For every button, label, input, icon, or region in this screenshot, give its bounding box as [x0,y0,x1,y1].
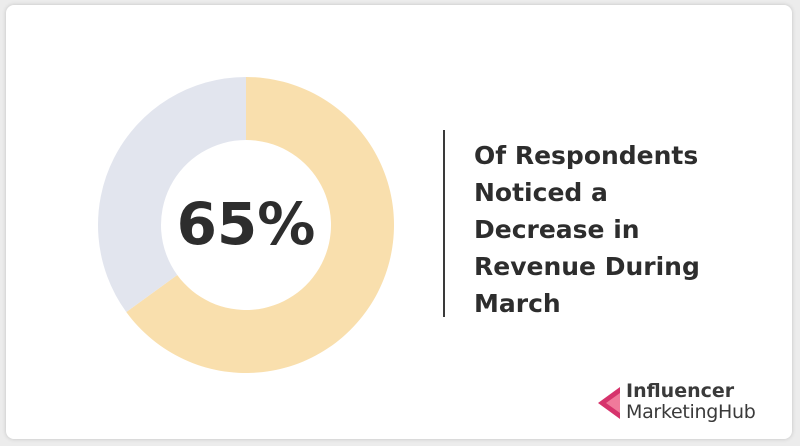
caption-line-5: March [474,289,561,318]
caption-line-3: Decrease in [474,215,640,244]
caption-text: Of Respondents Noticed a Decrease in Rev… [474,137,774,322]
caption-line-2: Noticed a [474,178,608,207]
pink-triangle-logo-icon [598,387,620,419]
brand-name-line-1: Influencer [626,380,735,402]
brand-name-line-2: MarketingHub [626,401,756,423]
infographic-card: 65% Of Respondents Noticed a Decrease in… [6,5,792,439]
caption-line-1: Of Respondents [474,141,699,170]
donut-chart [98,76,394,374]
donut-slice-0 [126,77,394,374]
brand-logo: Influencer MarketingHub [598,380,778,430]
caption-line-4: Revenue During [474,252,700,281]
donut-slice-1 [98,76,247,312]
center-percentage-label: 65% [176,190,316,258]
vertical-divider [443,130,445,317]
